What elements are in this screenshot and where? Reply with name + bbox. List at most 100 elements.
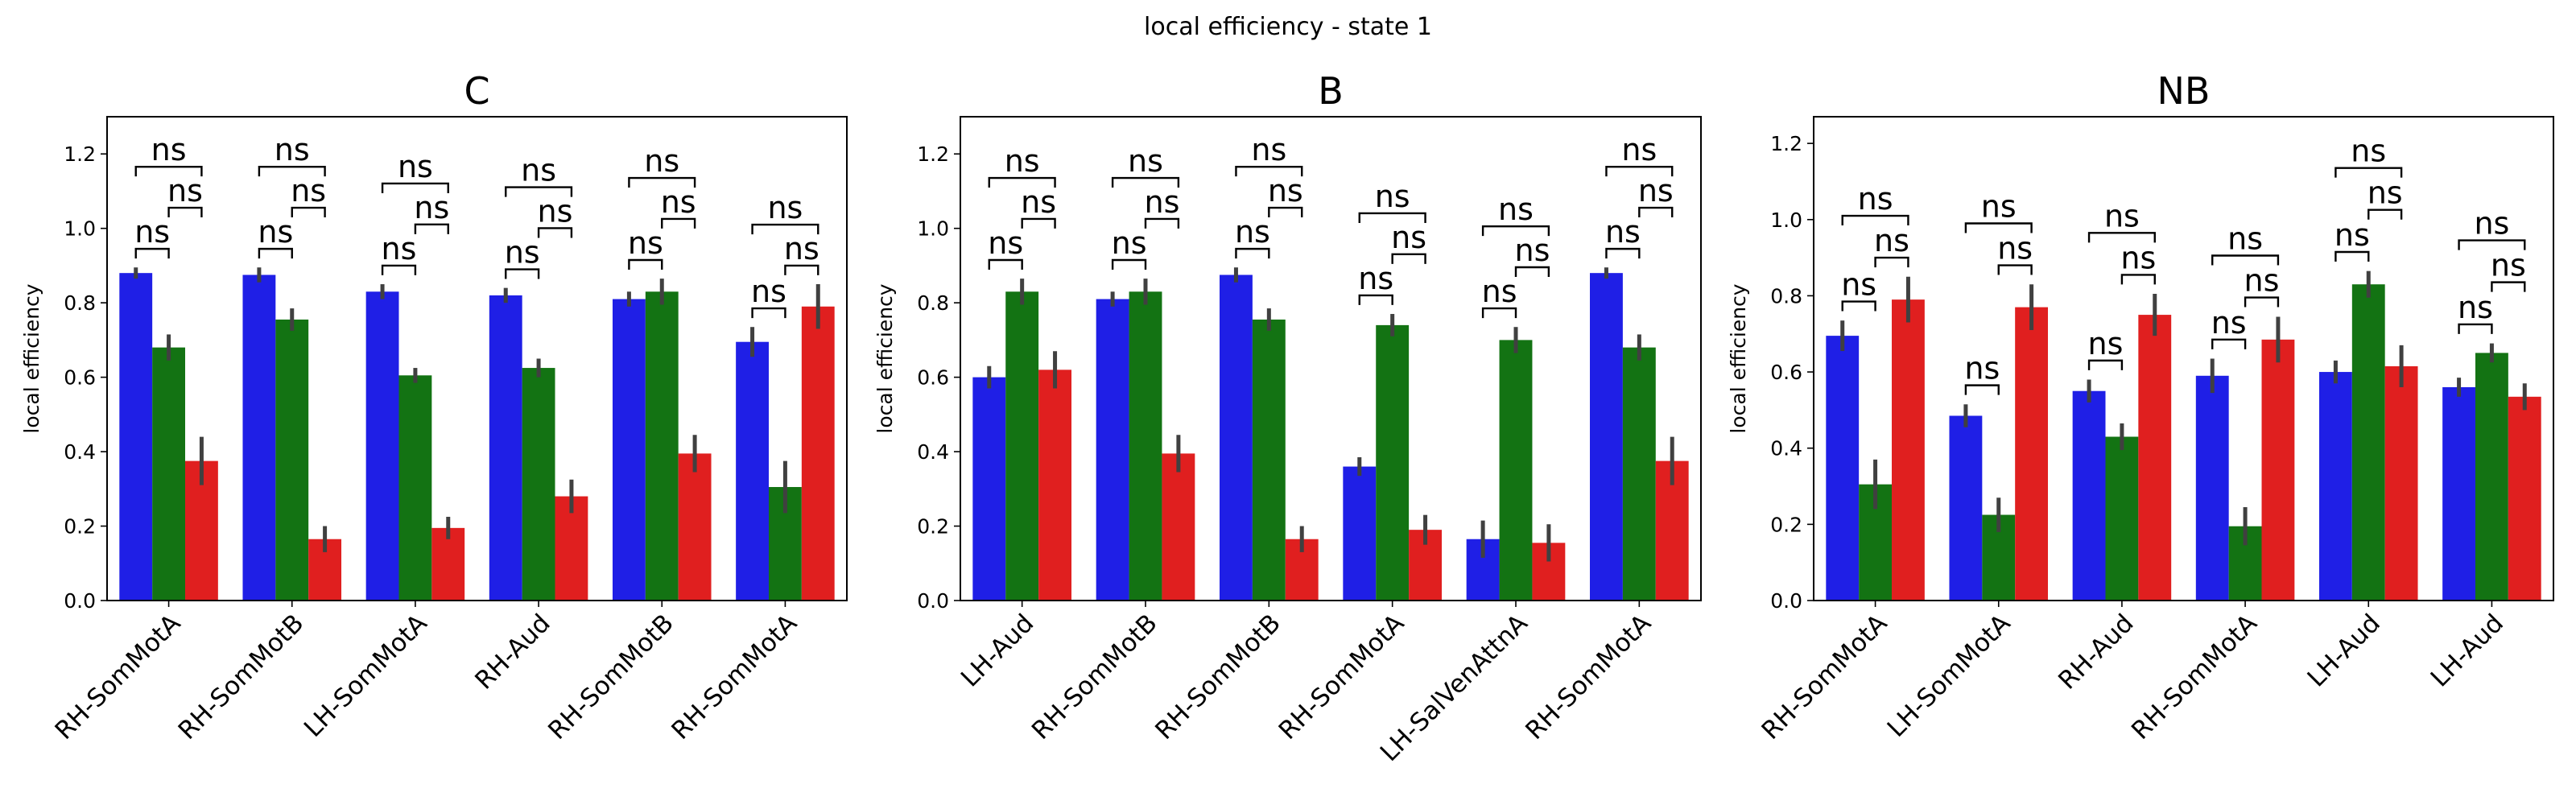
x-tick-label: RH-SomMotA [1520, 609, 1657, 745]
x-tick-label: LH-Aud [2302, 609, 2386, 692]
significance-bracket [2211, 254, 2280, 266]
y-tick-label: 0.8 [917, 291, 949, 315]
y-tick-label: 1.0 [1770, 208, 1802, 232]
y-tick-label: 1.0 [917, 217, 949, 241]
significance-label: ns [1268, 173, 1303, 208]
x-tick-label: RH-SomMotB [1026, 609, 1163, 745]
significance-bracket [1605, 165, 1674, 177]
significance-bracket [1841, 214, 1909, 226]
y-tick-label: 0.4 [1770, 437, 1802, 460]
significance-bracket [2458, 323, 2493, 334]
significance-bracket [1358, 294, 1393, 305]
bar [1038, 369, 1071, 601]
significance-label: ns [398, 149, 433, 184]
plot-frame [106, 116, 848, 601]
significance-bracket [2334, 167, 2403, 178]
bar [1376, 324, 1410, 601]
significance-bracket [988, 176, 1056, 188]
significance-label: ns [661, 184, 696, 220]
significance-label: ns [2104, 198, 2140, 233]
bar [1252, 319, 1286, 601]
significance-label: ns [2244, 263, 2280, 299]
significance-bracket [1358, 212, 1426, 223]
bar [1343, 466, 1377, 601]
bar [119, 273, 153, 601]
significance-label: ns [644, 143, 679, 179]
y-tick-label: 0.4 [917, 440, 949, 464]
significance-bracket [381, 264, 417, 275]
chart-title: NB [2157, 69, 2211, 113]
x-tick-label: LH-Aud [2425, 609, 2509, 692]
y-tick-label: 1.2 [917, 142, 949, 166]
significance-bracket [1144, 217, 1180, 229]
significance-label: ns [767, 190, 803, 225]
significance-bracket [784, 264, 819, 275]
y-tick-label: 1.2 [64, 142, 96, 166]
bar [1129, 291, 1162, 601]
significance-label: ns [2088, 326, 2124, 361]
x-tick-label: RH-SomMotA [1757, 609, 1893, 745]
significance-label: ns [1375, 179, 1410, 214]
bar [1826, 336, 1860, 601]
bar [398, 375, 432, 601]
bar [2015, 307, 2049, 601]
significance-bracket [1997, 264, 2033, 275]
significance-bracket [2368, 208, 2403, 220]
bar [612, 299, 646, 601]
significance-label: ns [258, 214, 293, 250]
bar [1590, 273, 1623, 601]
y-tick-label: 0.2 [1770, 513, 1802, 536]
bar [2072, 390, 2106, 601]
significance-bracket [1638, 206, 1674, 218]
significance-label: ns [628, 225, 663, 261]
significance-bracket [1235, 247, 1270, 259]
significance-label: ns [521, 153, 556, 188]
significance-label: ns [1514, 233, 1550, 268]
bar [489, 295, 522, 601]
significance-label: ns [538, 193, 573, 229]
bar [2351, 284, 2385, 601]
significance-bracket [505, 186, 573, 197]
significance-label: ns [784, 231, 819, 266]
x-tick-label: RH-SomMotA [50, 609, 187, 745]
y-axis-label: local efficiency [20, 283, 43, 433]
significance-bracket [1111, 258, 1147, 270]
x-tick-label: LH-SomMotA [1882, 609, 2017, 743]
significance-bracket [167, 206, 203, 218]
significance-label: ns [414, 190, 449, 225]
significance-label: ns [2458, 290, 2493, 325]
significance-label: ns [1621, 132, 1657, 167]
y-tick-label: 0.4 [64, 440, 96, 464]
significance-bracket [291, 206, 326, 218]
bar [2195, 375, 2229, 601]
significance-label: ns [2334, 217, 2370, 253]
significance-label: ns [2120, 240, 2156, 275]
x-tick-label: RH-Aud [469, 609, 555, 695]
bar [645, 291, 679, 601]
significance-bracket [2211, 338, 2247, 349]
significance-bracket [537, 227, 573, 238]
significance-label: ns [1251, 132, 1286, 167]
bar [1096, 299, 1129, 601]
significance-label: ns [1498, 192, 1534, 227]
bar [1949, 415, 1983, 601]
chart-3: NB local efficiency 0.0 0.2 0.4 0.6 0.8 1.0 1.2 n… [1727, 69, 2554, 745]
significance-bracket [2491, 281, 2526, 292]
significance-label: ns [275, 132, 310, 167]
x-tick-label: RH-Aud [2053, 609, 2139, 695]
bar [242, 275, 276, 601]
y-tick-label: 0.0 [64, 589, 96, 613]
significance-bracket [2087, 359, 2124, 370]
bar [1005, 291, 1039, 601]
significance-label: ns [988, 225, 1023, 261]
significance-label: ns [1128, 143, 1163, 179]
significance-bracket [2087, 232, 2156, 243]
plot-frame [1813, 116, 2554, 601]
significance-bracket [134, 165, 203, 177]
x-tick-label: RH-SomMotB [1150, 609, 1286, 745]
bar [2475, 353, 2508, 601]
significance-bracket [505, 268, 540, 279]
significance-label: ns [1021, 184, 1056, 220]
